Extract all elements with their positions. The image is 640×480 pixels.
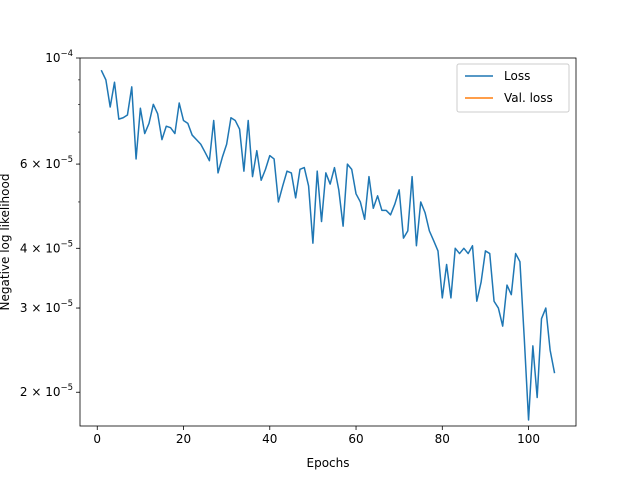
x-tick-label: 20 [176,432,191,446]
legend-label-loss: Loss [504,69,530,83]
y-tick-label: 2 × 10−5 [20,383,73,399]
x-tick-label: 100 [517,432,540,446]
axes-frame [79,57,577,427]
legend-label-val-loss: Val. loss [504,91,553,105]
x-tick-label: 0 [93,432,101,446]
x-axis: 0 20 40 60 80 100 [93,426,540,446]
x-tick-label: 40 [262,432,277,446]
x-axis-label: Epochs [307,456,350,470]
axes-border [79,57,577,427]
y-tick-label: 10−4 [45,49,73,65]
x-tick-label: 80 [435,432,450,446]
plot-area [80,58,576,426]
series-line-loss [100,69,556,421]
legend: Loss Val. loss [456,63,570,113]
series-group [100,69,556,421]
y-axis: 10−4 6 × 10−5 4 × 10−5 3 × 10−5 2 × 10−5 [20,49,80,399]
y-tick-label: 4 × 10−5 [20,239,73,255]
y-axis-label: Negative log likelihood [0,174,12,311]
y-tick-label: 6 × 10−5 [20,155,73,171]
y-tick-label: 3 × 10−5 [20,299,73,315]
x-tick-label: 60 [348,432,363,446]
plot-background [80,58,576,426]
